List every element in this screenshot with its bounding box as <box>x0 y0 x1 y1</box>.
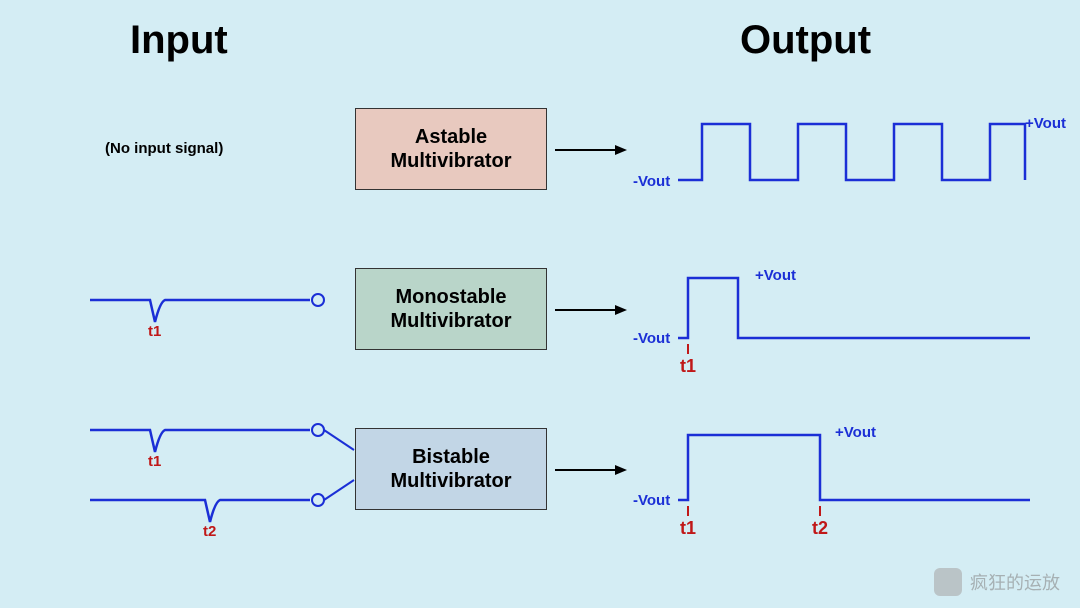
bistable-arrow <box>545 460 635 480</box>
input-circle-b1 <box>312 424 324 436</box>
monostable-input-t1: t1 <box>148 323 161 340</box>
bistable-input-t1: t1 <box>148 453 161 470</box>
bistable-neg-vout: -Vout <box>633 492 670 509</box>
bistable-output-wave: -Vout +Vout t1 t2 <box>630 415 1060 545</box>
monostable-pos-vout: +Vout <box>755 267 796 284</box>
watermark: 疯狂的运放 <box>934 568 1060 596</box>
monostable-out-t1: t1 <box>680 356 696 376</box>
input-header: Input <box>130 18 228 63</box>
monostable-neg-vout: -Vout <box>633 330 670 347</box>
input-circle-b2 <box>312 494 324 506</box>
bistable-input-connectors <box>324 428 356 508</box>
astable-arrow <box>545 140 635 160</box>
bistable-input-t2: t2 <box>203 523 216 540</box>
bistable-input-wave-2: t2 <box>90 490 330 535</box>
monostable-arrow <box>545 300 635 320</box>
output-header: Output <box>740 18 871 63</box>
wechat-icon <box>934 568 962 596</box>
input-circle-1 <box>312 294 324 306</box>
astable-box-label: AstableMultivibrator <box>390 125 511 173</box>
watermark-text: 疯狂的运放 <box>970 569 1060 595</box>
bistable-pos-vout: +Vout <box>835 424 876 441</box>
astable-input-text: (No input signal) <box>105 140 223 157</box>
astable-box: AstableMultivibrator <box>355 108 547 190</box>
monostable-output-wave: -Vout +Vout t1 <box>630 258 1060 378</box>
bistable-out-t1: t1 <box>680 518 696 538</box>
astable-neg-vout: -Vout <box>633 173 670 190</box>
monostable-box-label: MonostableMultivibrator <box>390 285 511 333</box>
astable-pos-vout: +Vout <box>1025 115 1066 132</box>
monostable-input-wave: t1 <box>90 290 330 335</box>
bistable-box: BistableMultivibrator <box>355 428 547 510</box>
bistable-input-wave-1: t1 <box>90 420 330 465</box>
bistable-box-label: BistableMultivibrator <box>390 445 511 493</box>
astable-output-wave: -Vout +Vout <box>630 108 1060 198</box>
monostable-box: MonostableMultivibrator <box>355 268 547 350</box>
bistable-out-t2: t2 <box>812 518 828 538</box>
